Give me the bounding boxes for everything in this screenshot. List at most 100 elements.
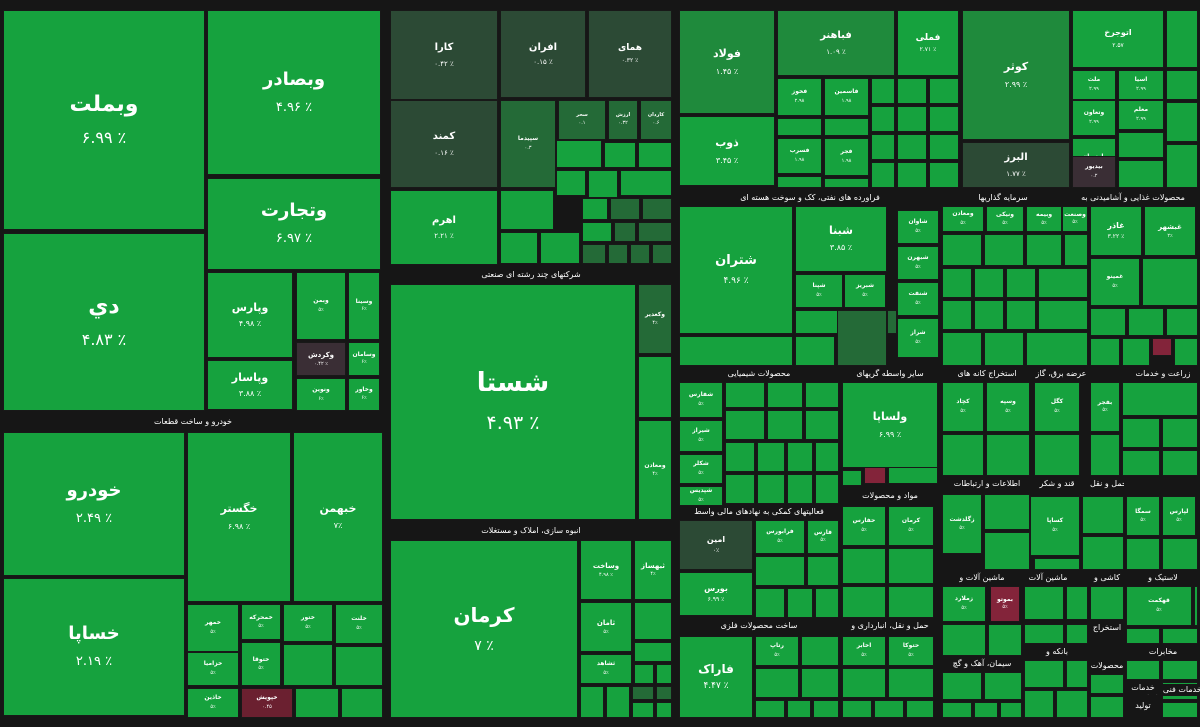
stock-tile[interactable]: شپنا ۵٪	[795, 274, 843, 308]
stock-tile[interactable]: اسیا ۲.۹۹	[1118, 70, 1164, 100]
treemap-cell[interactable]	[824, 118, 869, 136]
treemap-cell[interactable]	[632, 702, 654, 718]
stock-tile[interactable]: فاراک ۴.۴۷ ٪	[679, 636, 753, 718]
stock-tile[interactable]: فاسمین ۱.۹۸	[824, 78, 869, 116]
treemap-cell[interactable]	[580, 686, 604, 718]
treemap-cell[interactable]	[1082, 496, 1124, 534]
stock-tile[interactable]: کرمان ۷ ٪	[390, 540, 578, 718]
stock-tile[interactable]: زملارد ۵٪	[942, 586, 986, 622]
stock-tile[interactable]: شکلر ۵٪	[679, 454, 723, 484]
treemap-cell[interactable]	[1166, 144, 1198, 188]
treemap-cell[interactable]	[341, 688, 383, 718]
treemap-cell[interactable]	[984, 494, 1030, 530]
treemap-cell[interactable]	[614, 222, 636, 242]
treemap-cell[interactable]	[725, 442, 755, 472]
stock-tile[interactable]: وتجارت ۶.۹۷ ٪	[207, 178, 381, 270]
treemap-cell[interactable]	[500, 232, 538, 264]
treemap-cell[interactable]	[842, 668, 886, 698]
treemap-cell[interactable]	[1128, 308, 1164, 336]
treemap-cell[interactable]	[1026, 234, 1062, 266]
treemap-cell[interactable]	[1118, 132, 1164, 158]
treemap-cell[interactable]	[988, 624, 1022, 656]
treemap-cell[interactable]	[1166, 308, 1198, 336]
stock-tile[interactable]: ومعادن ۴٪	[638, 420, 672, 520]
stock-tile[interactable]: امین ۰٪	[679, 520, 753, 570]
treemap-cell[interactable]	[1090, 434, 1120, 476]
stock-tile[interactable]: فرابورس ۵٪	[755, 520, 805, 554]
treemap-cell[interactable]	[842, 586, 886, 618]
treemap-cell[interactable]	[725, 410, 765, 440]
stock-tile[interactable]: لپارس ۵٪	[1162, 496, 1196, 536]
stock-tile[interactable]: کوثر ۲.۹۹ ٪	[962, 10, 1070, 140]
stock-tile[interactable]: فباهنر ۱.۰۹ ٪	[777, 10, 895, 76]
stock-tile[interactable]: ونیکی ۵٪	[986, 206, 1024, 232]
treemap-cell[interactable]	[638, 356, 672, 418]
stock-tile[interactable]: خبهمن ۷٪	[293, 432, 383, 602]
stock-tile[interactable]: فولاد ۱.۴۵ ٪	[679, 10, 775, 114]
treemap-cell[interactable]	[1162, 660, 1198, 680]
treemap-cell[interactable]	[974, 300, 1004, 330]
stock-tile[interactable]: فسرب ۱.۹۸	[777, 138, 822, 174]
stock-tile[interactable]: زگلدشت ۵٪	[942, 494, 982, 554]
treemap-cell[interactable]	[1064, 234, 1088, 266]
stock-tile[interactable]: ثامان ۵٪	[580, 602, 632, 652]
stock-tile[interactable]: وبمن ۵٪	[296, 272, 346, 340]
treemap-cell[interactable]	[1126, 538, 1160, 570]
treemap-cell[interactable]	[805, 410, 839, 440]
treemap-cell[interactable]	[874, 700, 904, 718]
stock-tile[interactable]: بموتو ۵٪	[990, 586, 1020, 622]
treemap-cell[interactable]	[942, 268, 972, 298]
treemap-cell[interactable]	[777, 176, 822, 188]
stock-tile[interactable]: وسینا ۶٪	[348, 272, 380, 340]
treemap-cell[interactable]	[984, 332, 1024, 366]
treemap-cell[interactable]	[1166, 102, 1198, 142]
treemap-cell[interactable]	[1024, 624, 1064, 644]
stock-tile[interactable]: ونوین ۶٪	[296, 378, 346, 411]
stock-tile[interactable]: خودرو ۲.۴۹ ٪	[3, 432, 185, 576]
treemap-cell[interactable]	[725, 382, 765, 408]
treemap-cell[interactable]	[1194, 586, 1198, 626]
treemap-cell[interactable]	[888, 586, 934, 618]
treemap-cell[interactable]	[815, 474, 839, 504]
treemap-cell[interactable]	[1162, 628, 1198, 644]
treemap-cell[interactable]	[824, 178, 869, 188]
stock-tile[interactable]: کگل ۵٪	[1034, 382, 1080, 432]
treemap-cell[interactable]	[942, 234, 982, 266]
treemap-cell[interactable]	[755, 668, 799, 698]
treemap-cell[interactable]	[755, 588, 785, 618]
treemap-cell[interactable]	[634, 642, 672, 662]
treemap-cell[interactable]	[634, 664, 654, 684]
treemap-cell[interactable]	[777, 118, 822, 136]
treemap-cell[interactable]	[984, 532, 1030, 570]
treemap-cell[interactable]	[610, 198, 640, 220]
treemap-cell[interactable]	[1090, 696, 1124, 718]
treemap-cell[interactable]	[604, 142, 636, 168]
treemap-cell[interactable]	[556, 140, 602, 168]
treemap-cell[interactable]	[638, 142, 672, 168]
treemap-cell[interactable]	[582, 198, 608, 220]
stock-tile[interactable]: شبهرن ۵٪	[897, 246, 939, 280]
stock-tile[interactable]: وساخت ۴.۹۸ ٪	[580, 540, 632, 600]
stock-tile[interactable]: فخوز ۲.۹۸	[777, 78, 822, 116]
treemap-cell[interactable]	[871, 162, 895, 188]
treemap-cell[interactable]	[755, 700, 785, 718]
treemap-cell[interactable]	[638, 222, 672, 242]
treemap-cell[interactable]	[1024, 660, 1064, 688]
treemap-cell[interactable]	[888, 668, 934, 698]
stock-tile[interactable]: ثبهساز ۴٪	[634, 540, 672, 600]
stock-tile[interactable]: اتوجرخ ۲.۵۷	[1072, 10, 1164, 68]
treemap-cell[interactable]	[1090, 586, 1124, 620]
stock-tile[interactable]: سپیدما ۰.۳	[500, 100, 556, 188]
treemap-cell[interactable]	[807, 556, 839, 586]
stock-tile[interactable]: کچاد ۵٪	[942, 382, 984, 432]
stock-tile[interactable]: رتاپ ۵٪	[755, 636, 799, 666]
treemap-cell[interactable]	[837, 310, 887, 366]
treemap-cell[interactable]	[634, 602, 672, 640]
treemap-cell[interactable]	[1026, 332, 1088, 366]
treemap-cell[interactable]	[1034, 434, 1080, 476]
treemap-cell[interactable]	[608, 244, 628, 264]
stock-tile[interactable]: ذوب ۳.۴۵ ٪	[679, 116, 775, 186]
treemap-cell[interactable]	[755, 556, 805, 586]
stock-tile[interactable]: وپاسار ۳.۸۸ ٪	[207, 360, 293, 410]
stock-tile[interactable]: حفارس ۵٪	[842, 506, 886, 546]
